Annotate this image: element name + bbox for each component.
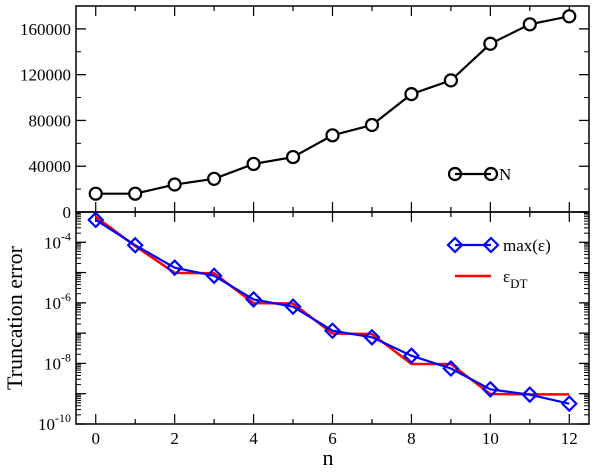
top-panel-frame [75, 5, 590, 213]
data-point-n [483, 36, 498, 51]
data-point-max-eps [166, 259, 184, 277]
data-point-n [128, 186, 143, 201]
y-tick-label-exponent: -6 [61, 290, 71, 304]
y-tick-label: 10-8 [44, 350, 71, 373]
x-tick-label: 8 [407, 429, 416, 448]
legend-marker-max-eps [446, 236, 464, 254]
x-tick-label: 6 [328, 429, 337, 448]
bottom-panel: 10-410-610-810-10 0 2 4 6 8 10 12 max(ε) εDT [38, 211, 590, 448]
top-x-ticks [95, 6, 570, 212]
data-point-n [522, 17, 537, 32]
top-series [88, 9, 577, 201]
bottom-series [87, 211, 578, 413]
x-tick-label: 2 [170, 429, 179, 448]
data-point-max-eps [87, 211, 105, 229]
x-axis-title: n [323, 445, 334, 467]
legend-label-eps-dt-sub: DT [510, 276, 527, 291]
top-panel: 0 40000 80000 120000 160000 N [20, 5, 590, 222]
legend-marker-n [447, 166, 463, 182]
y-tick-label: 10-10 [38, 411, 71, 434]
x-tick-label: 10 [482, 429, 499, 448]
data-point-n [364, 117, 380, 133]
series-line-max-eps [95, 218, 570, 405]
top-y-ticks: 0 40000 80000 120000 160000 [20, 20, 589, 222]
top-legend: N [447, 165, 511, 184]
legend-label-eps-dt-main: ε [503, 267, 510, 286]
x-tick-label: 12 [561, 429, 578, 448]
data-point-max-eps [481, 380, 499, 398]
data-point-max-eps [560, 395, 578, 413]
y-tick-label-exponent: -10 [55, 411, 71, 425]
y-tick-label: 160000 [20, 20, 71, 39]
data-point-n [207, 171, 222, 186]
y-tick-label: 10-6 [44, 290, 71, 313]
legend-label-eps-dt: εDT [503, 267, 528, 291]
data-point-max-eps [442, 359, 460, 378]
data-point-n [167, 177, 182, 192]
legend-marker-max-eps [482, 236, 500, 254]
data-point-max-eps [245, 290, 263, 308]
bottom-y-ticks: 10-410-610-810-10 [38, 212, 589, 434]
data-point-max-eps [521, 386, 539, 404]
x-tick-label: 4 [249, 429, 258, 448]
legend-marker-n [483, 166, 499, 182]
data-point-max-eps [363, 328, 381, 346]
data-point-max-eps [126, 236, 144, 254]
bottom-legend: max(ε) εDT [446, 236, 551, 291]
y-tick-label-base: 10 [38, 415, 55, 434]
bottom-x-ticks: 0 2 4 6 8 10 12 [91, 212, 578, 448]
y-tick-label-exponent: -4 [61, 229, 71, 243]
data-point-n [443, 73, 458, 88]
y-tick-label-base: 10 [44, 233, 61, 252]
data-point-n [562, 9, 577, 24]
data-point-n [404, 87, 419, 102]
data-point-n [285, 149, 301, 165]
legend-label-n: N [499, 165, 511, 184]
y-tick-label: 40000 [29, 157, 72, 176]
data-point-n [88, 186, 103, 201]
data-point-n [325, 128, 340, 143]
y-axis-title: Truncation error [2, 245, 27, 390]
x-tick-label: 0 [91, 429, 100, 448]
data-point-max-eps [205, 267, 223, 285]
data-point-max-eps [284, 298, 302, 316]
y-tick-label-exponent: -8 [61, 350, 71, 364]
data-point-max-eps [323, 322, 342, 340]
y-tick-label: 80000 [29, 111, 72, 130]
y-tick-label-base: 10 [44, 354, 61, 373]
y-tick-label: 0 [63, 203, 72, 222]
data-point-max-eps [402, 347, 420, 365]
series-line-eps-dt [94, 215, 570, 396]
y-tick-label: 10-4 [44, 229, 71, 252]
legend-label-max-eps: max(ε) [503, 236, 551, 255]
y-tick-label: 120000 [20, 66, 71, 85]
data-point-n [246, 156, 261, 172]
y-tick-label-base: 10 [44, 294, 61, 313]
